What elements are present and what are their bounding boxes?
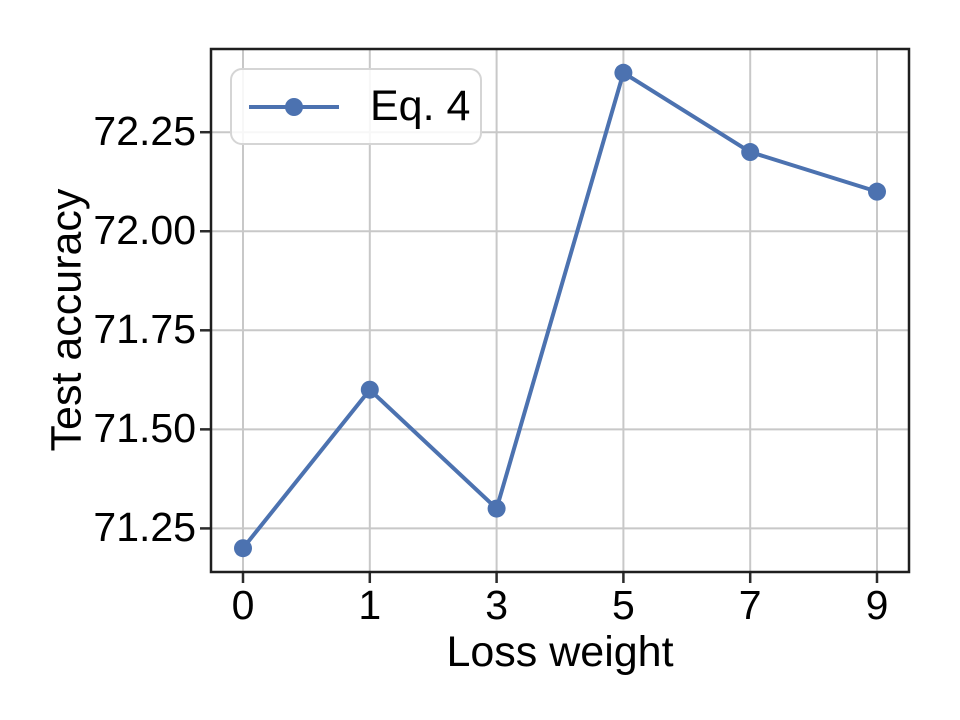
data-point-marker: [614, 63, 633, 82]
y-tick-label: 71.25: [93, 504, 196, 551]
x-tick-label: 0: [231, 582, 255, 628]
y-tick-label: 71.75: [93, 306, 196, 353]
data-point-marker: [868, 182, 886, 201]
x-tick-label: 9: [865, 582, 889, 628]
x-tick-label: 7: [738, 582, 762, 628]
series-line: [241, 70, 879, 551]
y-tick-label: 72.25: [93, 108, 196, 155]
x-tick-label: 5: [611, 582, 635, 628]
x-tick-label: 3: [485, 582, 508, 628]
data-point-marker: [741, 143, 760, 162]
legend-line-marker-icon: [249, 97, 339, 116]
data-point-marker: [487, 499, 506, 518]
y-tick-label: 72.00: [93, 207, 196, 254]
data-point-marker: [234, 539, 252, 558]
legend-entry-label: Eq. 4: [370, 82, 471, 130]
y-axis-label: Test accuracy: [42, 188, 91, 452]
x-axis-label: Loss weight: [446, 628, 674, 676]
y-tick-label: 71.50: [93, 405, 196, 452]
x-tick-label: 1: [358, 582, 382, 628]
axes-spines: [209, 47, 911, 574]
legend: Eq. 4: [230, 68, 482, 145]
data-point-marker: [360, 380, 379, 399]
